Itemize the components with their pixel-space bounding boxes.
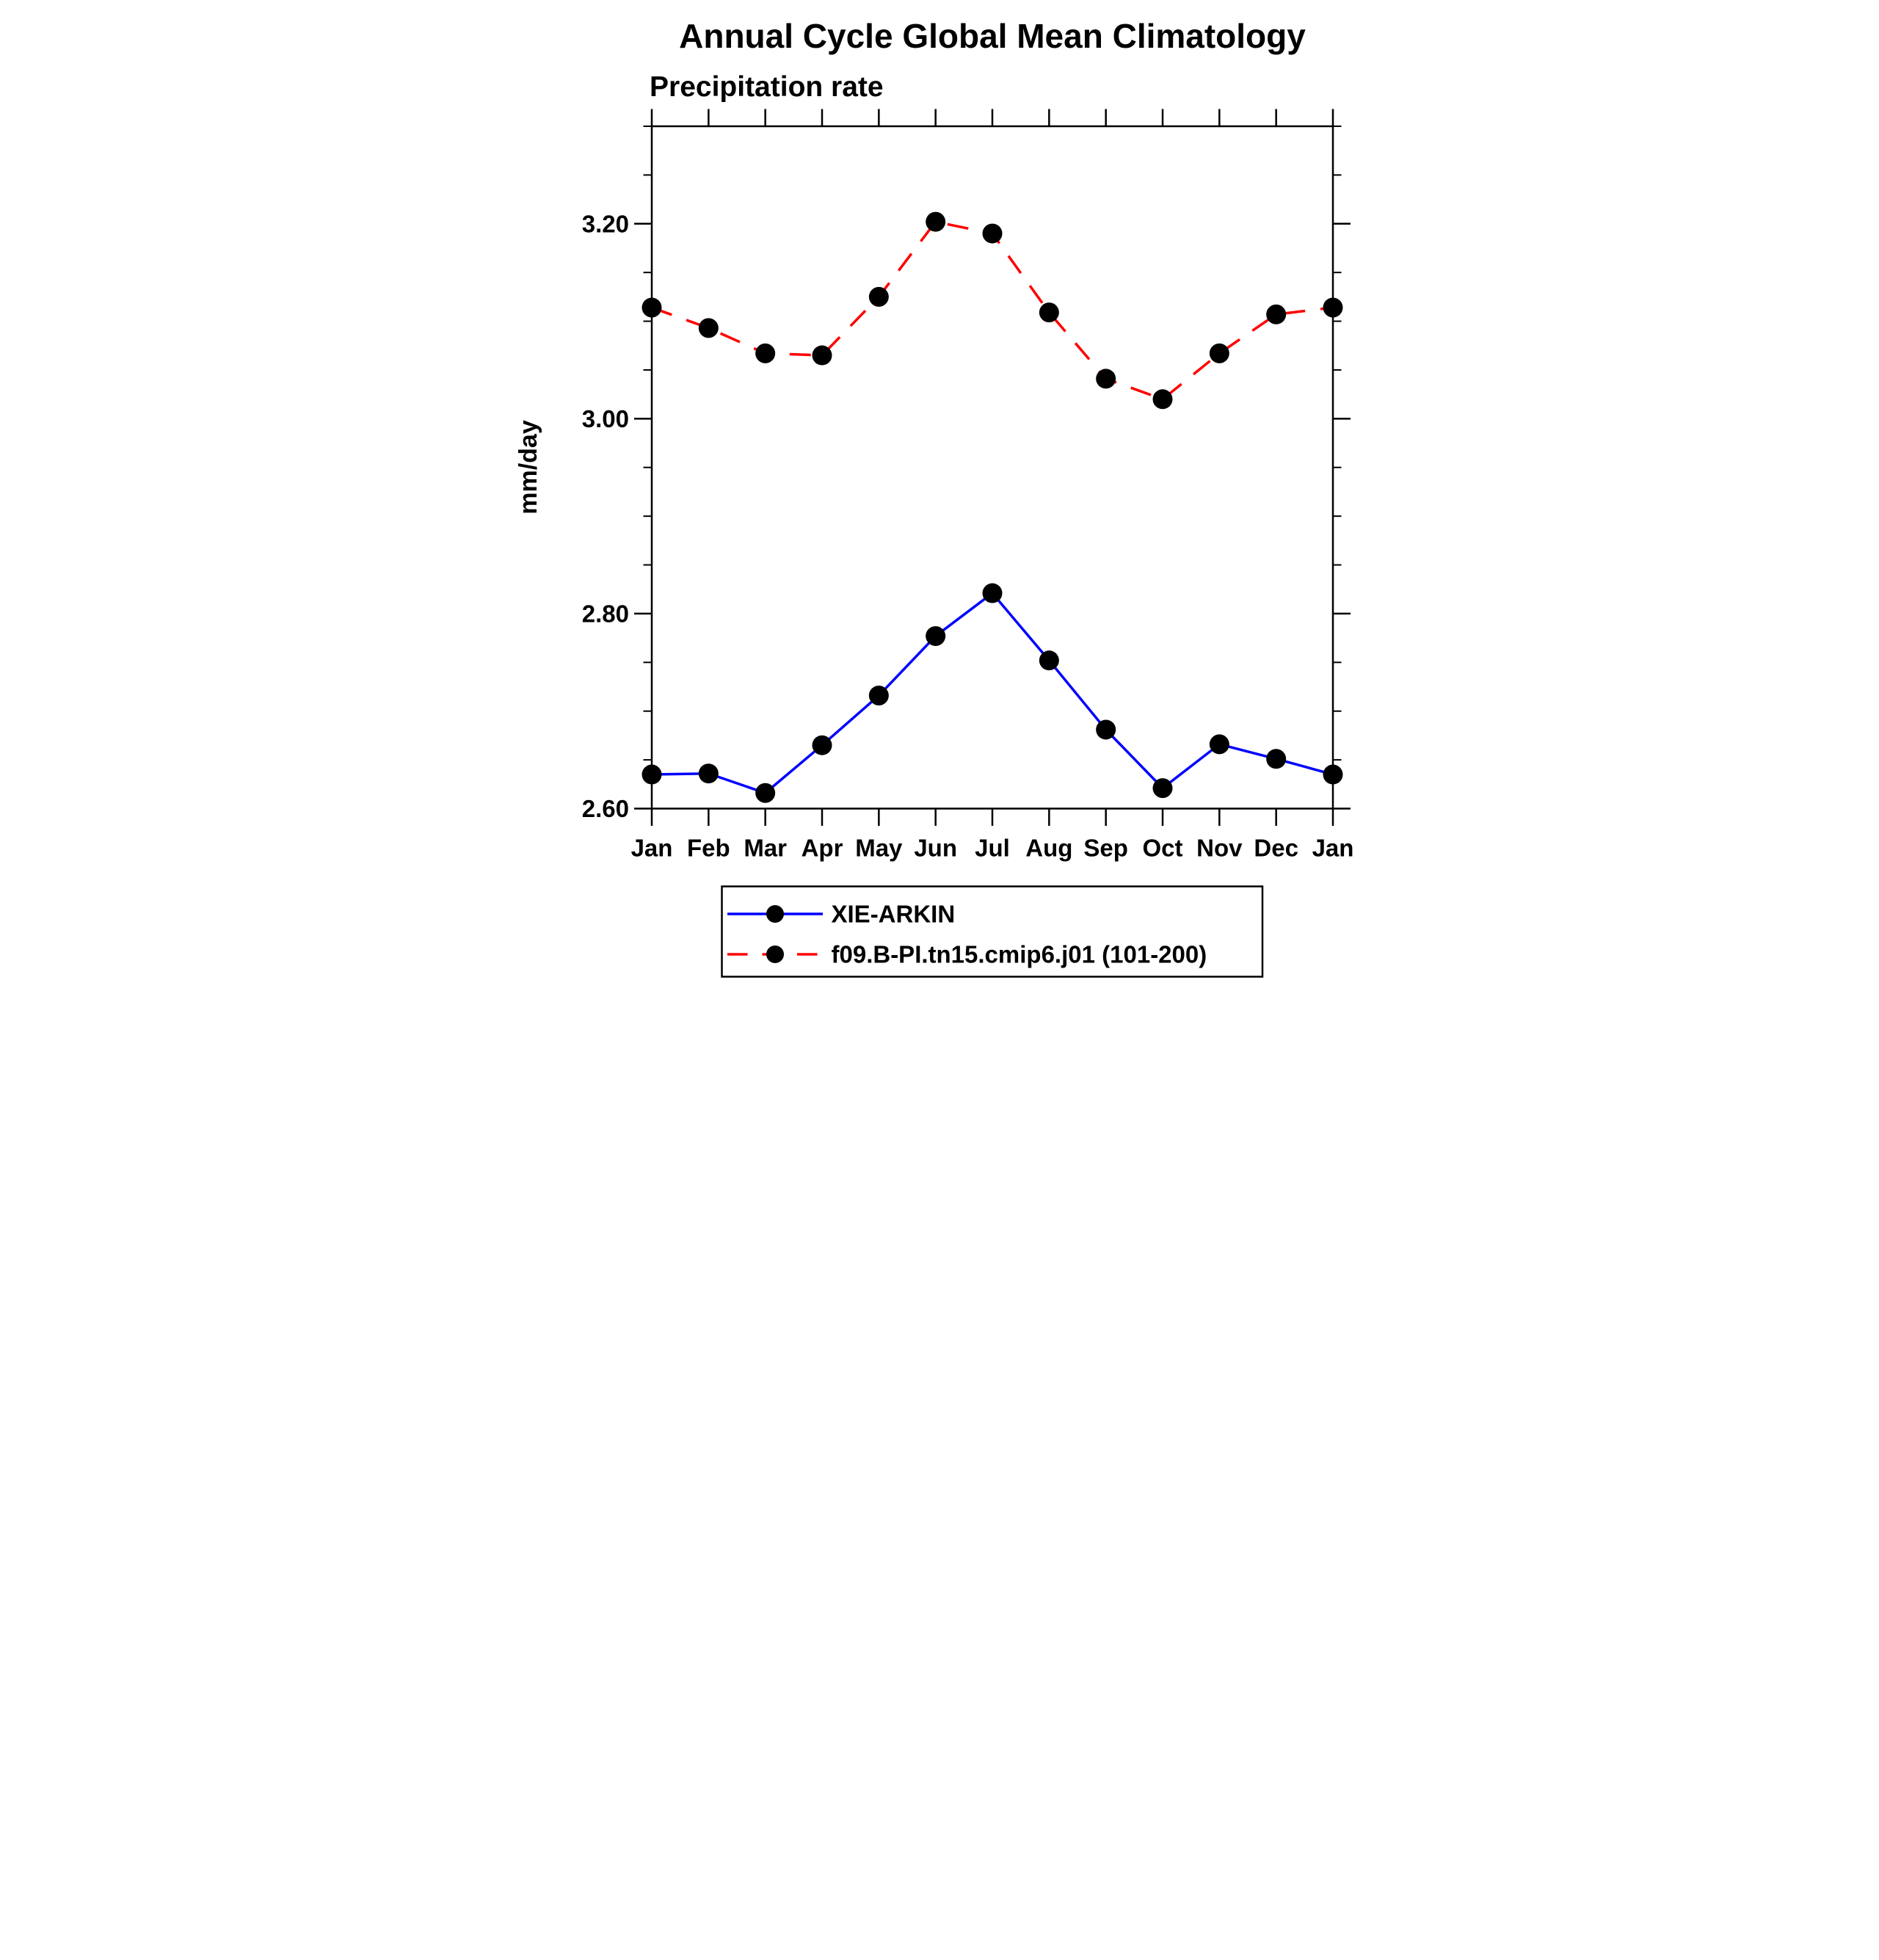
x-tick-label-oct: Oct: [1142, 835, 1182, 862]
data-point-marker: [698, 763, 719, 784]
y-axis-label: mm/day: [515, 420, 542, 515]
data-point-marker: [755, 343, 776, 363]
data-point-marker: [1152, 389, 1173, 410]
chart-title: Annual Cycle Global Mean Climatology: [679, 17, 1306, 55]
x-tick-label-jul: Jul: [975, 835, 1010, 862]
data-point-marker: [642, 764, 662, 785]
legend-marker-sample: [766, 905, 784, 923]
data-point-marker: [982, 583, 1003, 603]
legend-keys: [727, 905, 823, 963]
data-point-marker: [868, 685, 889, 705]
data-point-marker: [812, 735, 832, 755]
data-point-marker: [1096, 719, 1116, 740]
y-tick-label: 2.80: [582, 600, 629, 627]
data-series: [642, 211, 1343, 803]
x-tick-label-aug: Aug: [1025, 835, 1072, 862]
legend-box: [721, 885, 1264, 978]
data-point-marker: [1209, 343, 1229, 363]
data-point-marker: [1039, 650, 1059, 671]
x-tick-label-nov: Nov: [1196, 835, 1243, 862]
x-tick-label-feb: Feb: [687, 835, 730, 862]
x-tick-label-apr: Apr: [802, 835, 843, 862]
x-tick-label-jun: Jun: [914, 835, 957, 862]
chart-subtitle: Precipitation rate: [650, 71, 884, 103]
x-axis-ticks: Jan Feb Mar Apr May Jun Jul Aug Sep Oct Nov Dec Jan: [631, 109, 1354, 862]
data-point-marker: [1039, 302, 1059, 323]
x-tick-label-may: May: [855, 835, 903, 862]
series-line-xie-arkin: [651, 591, 1334, 795]
legend-label-xie-arkin: XIE-ARKIN: [832, 901, 956, 928]
x-tick-label-jan: Jan: [1312, 835, 1354, 862]
data-point-marker: [926, 625, 946, 646]
y-tick-label: 3.00: [582, 405, 629, 432]
data-point-marker: [642, 297, 662, 318]
y-axis-ticks: 3.20 3.00 2.80 2.60: [582, 126, 1351, 822]
legend: XIE-ARKIN f09.B-PI.tn15.cmip6.j01 (101-2…: [721, 885, 1264, 978]
data-point-marker: [1266, 304, 1287, 324]
data-point-marker: [1323, 297, 1343, 318]
data-point-marker: [1096, 369, 1116, 389]
legend-marker-sample: [766, 945, 784, 963]
climatology-chart: Annual Cycle Global Mean Climatology Pre…: [515, 17, 1354, 978]
data-point-marker: [1152, 778, 1173, 799]
x-tick-label-mar: Mar: [744, 835, 787, 862]
data-point-marker: [698, 318, 719, 338]
legend-label-f09-run: f09.B-PI.tn15.cmip6.j01 (101-200): [832, 941, 1207, 968]
x-tick-label-jan: Jan: [631, 835, 673, 862]
annual-cycle-climatology-figure: Annual Cycle Global Mean Climatology Pre…: [470, 0, 1409, 980]
data-point-marker: [1209, 734, 1229, 755]
data-point-marker: [1323, 764, 1343, 785]
data-point-marker: [1266, 749, 1287, 769]
x-tick-label-sep: Sep: [1083, 835, 1128, 862]
y-tick-label: 2.60: [582, 795, 629, 822]
data-point-marker: [868, 286, 889, 307]
data-point-marker: [812, 345, 832, 366]
data-point-marker: [755, 783, 776, 803]
x-tick-label-dec: Dec: [1254, 835, 1298, 862]
series-line-f09-run: [651, 220, 1334, 401]
data-point-marker: [926, 211, 946, 232]
y-tick-label: 3.20: [582, 210, 629, 237]
data-point-marker: [982, 223, 1003, 244]
